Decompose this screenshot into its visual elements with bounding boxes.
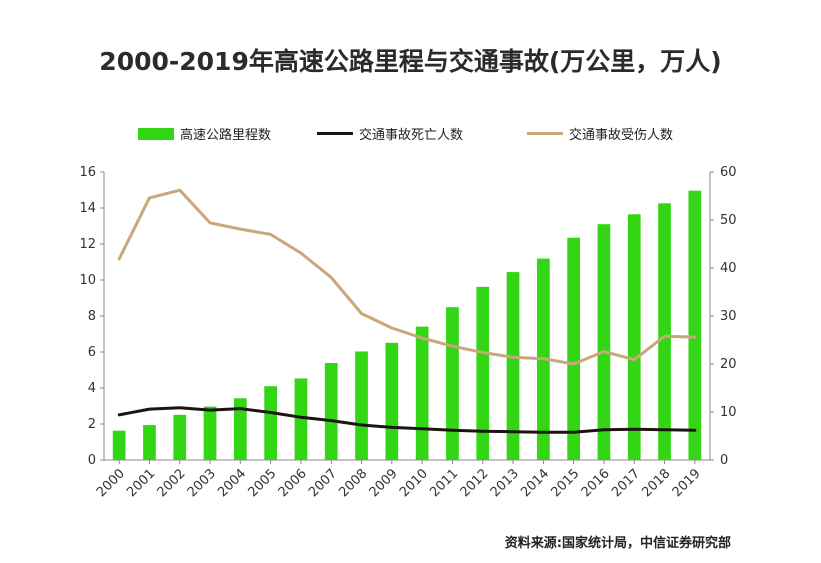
chart-title: 2000-2019年高速公路里程与交通事故(万公里，万人)	[99, 47, 722, 76]
legend-label-deaths: 交通事故死亡人数	[359, 128, 464, 143]
bar-mileage	[355, 351, 368, 460]
right-tick-label: 40	[720, 261, 737, 276]
bar-mileage	[385, 342, 399, 460]
left-tick-label: 6	[88, 345, 96, 360]
x-tick-label: 2004	[215, 466, 249, 500]
source-note: 资料来源:国家统计局，中信证券研究部	[504, 536, 731, 551]
legend-item-deaths: 交通事故死亡人数	[317, 124, 463, 143]
bar-mileage	[112, 430, 126, 460]
left-tick-label: 16	[79, 165, 96, 180]
x-tick-label: 2011	[427, 466, 461, 500]
right-tick-label: 0	[720, 453, 728, 468]
x-tick-label: 2014	[518, 466, 552, 500]
bar-mileage	[324, 362, 338, 460]
x-tick-label: 2002	[155, 466, 189, 500]
x-tick-label: 2018	[639, 466, 673, 500]
bar-mileage	[627, 214, 641, 460]
legend-swatch-injured	[527, 132, 563, 135]
legend-label-injured: 交通事故受伤人数	[569, 128, 674, 143]
x-tick-label: 2003	[185, 466, 219, 500]
x-tick-label: 2015	[548, 466, 582, 500]
left-tick-label: 4	[88, 381, 96, 396]
bar-mileage	[476, 286, 490, 460]
x-tick-label: 2006	[276, 466, 310, 500]
bar-mileage	[567, 237, 581, 460]
bar-mileage	[658, 203, 671, 460]
legend-swatch-deaths	[317, 132, 353, 135]
bar-mileage	[233, 398, 247, 460]
x-tick-label: 2008	[336, 466, 370, 500]
x-tick-label: 2019	[670, 466, 704, 500]
right-tick-label: 30	[720, 309, 737, 324]
x-tick-label: 2013	[488, 466, 522, 500]
bar-mileage	[415, 326, 429, 460]
right-tick-label: 20	[720, 357, 737, 372]
legend-item-mileage: 高速公路里程数	[138, 124, 271, 143]
x-tick-label: 2000	[94, 466, 128, 500]
legend-item-injured: 交通事故受伤人数	[527, 124, 673, 143]
x-tick-label: 2009	[367, 466, 401, 500]
x-tick-label: 2005	[245, 466, 279, 500]
left-tick-label: 0	[88, 453, 96, 468]
legend-label-mileage: 高速公路里程数	[180, 128, 272, 143]
bar-mileage	[597, 224, 611, 460]
right-tick-label: 60	[720, 165, 737, 180]
bar-mileage	[446, 307, 459, 460]
left-tick-label: 8	[88, 309, 96, 324]
x-tick-label: 2017	[609, 466, 643, 500]
legend: 高速公路里程数 交通事故死亡人数 交通事故受伤人数	[0, 124, 821, 144]
right-tick-label: 50	[720, 213, 737, 228]
bar-mileage	[506, 272, 520, 460]
x-tick-label: 2012	[458, 466, 492, 500]
x-tick-label: 2007	[306, 466, 340, 500]
bar-mileage	[143, 425, 156, 460]
left-tick-label: 10	[79, 273, 96, 288]
right-tick-label: 10	[720, 405, 737, 420]
left-tick-label: 12	[79, 237, 96, 252]
bar-mileage	[294, 378, 308, 460]
legend-swatch-mileage	[138, 127, 174, 140]
x-tick-label: 2001	[124, 466, 158, 500]
bar-mileage	[173, 414, 187, 460]
bar-mileage	[264, 386, 278, 460]
line-injured	[117, 188, 697, 366]
left-tick-label: 2	[88, 417, 96, 432]
bar-mileage	[203, 406, 217, 460]
x-tick-label: 2010	[397, 466, 431, 500]
x-tick-label: 2016	[579, 466, 613, 500]
bar-mileage	[688, 190, 702, 460]
left-tick-label: 14	[79, 201, 96, 216]
line-deaths	[117, 406, 697, 434]
